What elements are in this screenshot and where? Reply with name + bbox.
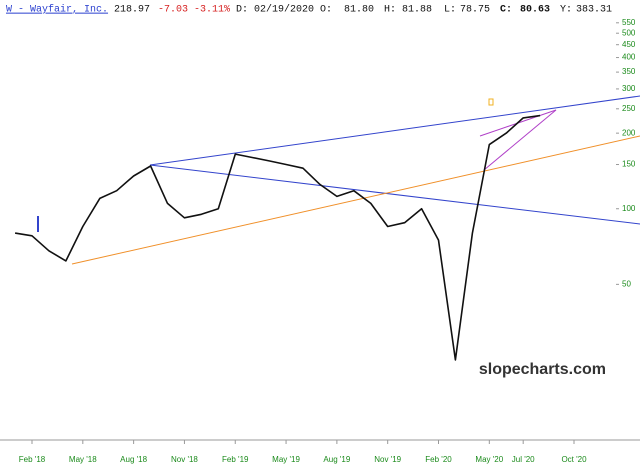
y-tick-label: 550 (622, 18, 636, 27)
x-tick-label: Feb '20 (425, 455, 452, 464)
x-tick-label: Jul '20 (512, 455, 535, 464)
y-label: Y: (560, 5, 572, 16)
x-tick-label: Feb '18 (19, 455, 46, 464)
x-tick-label: May '18 (69, 455, 97, 464)
y-tick-label: 500 (622, 28, 636, 37)
watermark: slopecharts.com (479, 361, 606, 378)
x-tick-label: May '20 (475, 455, 503, 464)
y-value: 383.31 (576, 5, 612, 16)
x-tick-label: Nov '19 (374, 455, 401, 464)
close: 80.63 (520, 5, 550, 16)
x-tick-label: Feb '19 (222, 455, 249, 464)
change: -7.03 -3.11% (158, 5, 230, 16)
low: 78.75 (460, 5, 490, 16)
support-trendline (71, 135, 640, 265)
high-label: H: (384, 5, 396, 16)
marker-box (488, 98, 494, 106)
open: 81.80 (344, 5, 374, 16)
low-label: L: (444, 5, 456, 16)
date: 02/19/2020 (254, 4, 314, 16)
date-label: D: (236, 5, 248, 16)
y-tick-label: 300 (622, 84, 636, 93)
y-tick-label: 350 (622, 67, 636, 76)
price: 218.97 (114, 5, 150, 16)
open-label: O: (320, 5, 332, 16)
falling-trendline (149, 164, 640, 225)
close-label: C: (500, 5, 512, 16)
y-tick-label: 100 (622, 204, 636, 213)
y-tick-label: 250 (622, 104, 636, 113)
y-tick-label: 200 (622, 128, 636, 137)
price-line (14, 114, 541, 361)
y-tick-label: 50 (622, 279, 631, 288)
y-tick-label: 450 (622, 40, 636, 49)
symbol[interactable]: W - Wayfair, Inc. (6, 4, 108, 16)
header: W - Wayfair, Inc. 218.97 -7.03 -3.11% D:… (6, 4, 612, 16)
x-tick-label: Oct '20 (561, 455, 587, 464)
wedge-bottom (483, 109, 557, 171)
y-tick-label: 400 (622, 53, 636, 62)
x-tick-label: Aug '19 (323, 455, 350, 464)
x-tick-label: Aug '18 (120, 455, 147, 464)
x-tick-label: May '19 (272, 455, 300, 464)
y-tick-label: 150 (622, 160, 636, 169)
high: 81.88 (402, 5, 432, 16)
x-tick-label: Nov '18 (171, 455, 198, 464)
upper-trendline (149, 95, 640, 166)
